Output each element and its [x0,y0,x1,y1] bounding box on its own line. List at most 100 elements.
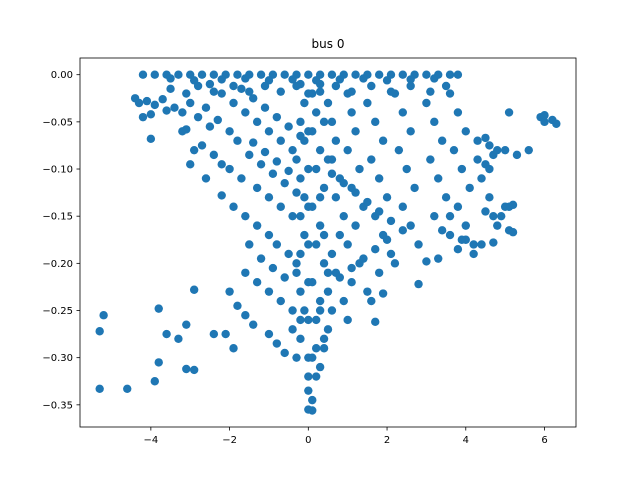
scatter-point [142,96,152,106]
scatter-point [351,221,360,230]
scatter-point [150,70,159,79]
scatter-point [406,75,415,84]
scatter-point [241,311,250,320]
scatter-point [398,202,407,211]
scatter-point [422,98,431,108]
scatter-point [249,94,258,103]
scatter-point [500,202,510,211]
scatter-point [193,112,203,122]
scatter-point [174,334,183,344]
scatter-point [398,108,407,117]
scatter-point [162,329,171,339]
scatter-point [426,87,435,96]
scatter-point [300,306,309,315]
scatter-point [512,150,522,160]
scatter-point [197,70,207,79]
scatter-point [343,145,352,155]
scatter-point [292,188,301,197]
scatter-point [217,89,226,98]
scatter-point [311,344,321,353]
scatter-point [209,70,219,79]
scatter-point [225,164,234,174]
scatter-point [154,304,163,313]
scatter-point [453,245,463,254]
scatter-point [264,193,274,202]
scatter-point [209,329,219,339]
scatter-point [453,70,463,79]
scatter-point [292,81,301,91]
scatter-point [304,315,313,325]
x-tick-label: 6 [541,435,547,446]
scatter-point [209,150,219,160]
scatter-point [371,117,380,127]
scatter-point [296,334,305,344]
scatter-point [445,70,455,79]
scatter-point [335,273,345,282]
scatter-point [264,329,274,339]
y-tick-label: −0.05 [42,117,73,128]
scatter-point [288,325,297,334]
scatter-point [174,70,183,79]
scatter-point [493,145,502,155]
scatter-point [288,145,297,155]
scatter-point [394,145,404,155]
scatter-point [390,259,400,268]
scatter-point [315,79,325,89]
scatter-point [430,211,439,221]
plot-area-frame [79,57,577,428]
scatter-point [327,306,337,315]
scatter-point [311,372,321,381]
scatter-point [339,296,348,306]
scatter-point [308,406,317,415]
scatter-point [469,240,478,249]
scatter-point [331,81,341,91]
scatter-point [264,127,274,136]
scatter-point [449,145,459,155]
scatter-point [485,164,494,174]
scatter-point [434,174,443,183]
scatter-point [315,296,325,306]
scatter-point [296,287,305,296]
scatter-points [95,70,561,415]
scatter-point [351,127,360,136]
scatter-point [304,164,313,174]
scatter-point [221,329,230,339]
scatter-point [327,249,337,259]
scatter-point [382,76,392,85]
scatter-point [241,268,250,277]
scatter-point [292,268,301,277]
scatter-point [378,289,388,298]
scatter-point [371,245,380,254]
x-tick-label: −2 [222,435,237,446]
scatter-point [233,301,242,310]
scatter-point [252,278,262,287]
scatter-point [319,344,329,353]
scatter-point [327,117,337,127]
scatter-point [445,89,455,98]
scatter-point [485,141,494,150]
x-axis-ticks: −4 −2 0 2 4 6 [143,427,548,446]
scatter-point [233,136,242,145]
scatter-point [319,230,329,240]
scatter-point [225,127,234,136]
scatter-point [249,320,258,329]
scatter-point [288,306,297,315]
scatter-point [323,268,333,277]
scatter-point [441,81,451,91]
scatter-point [319,334,329,344]
scatter-point [406,127,415,136]
scatter-point [256,160,266,169]
scatter-point [363,197,372,207]
scatter-point [205,122,215,131]
scatter-point [304,386,313,395]
scatter-point [469,249,478,259]
scatter-point [280,70,289,79]
scatter-point [386,249,396,259]
scatter-point [300,193,309,202]
scatter-point [461,127,470,136]
scatter-point [406,221,415,230]
scatter-point [300,136,309,145]
scatter-point [414,240,423,249]
scatter-point [189,145,199,155]
scatter-point [217,160,226,169]
